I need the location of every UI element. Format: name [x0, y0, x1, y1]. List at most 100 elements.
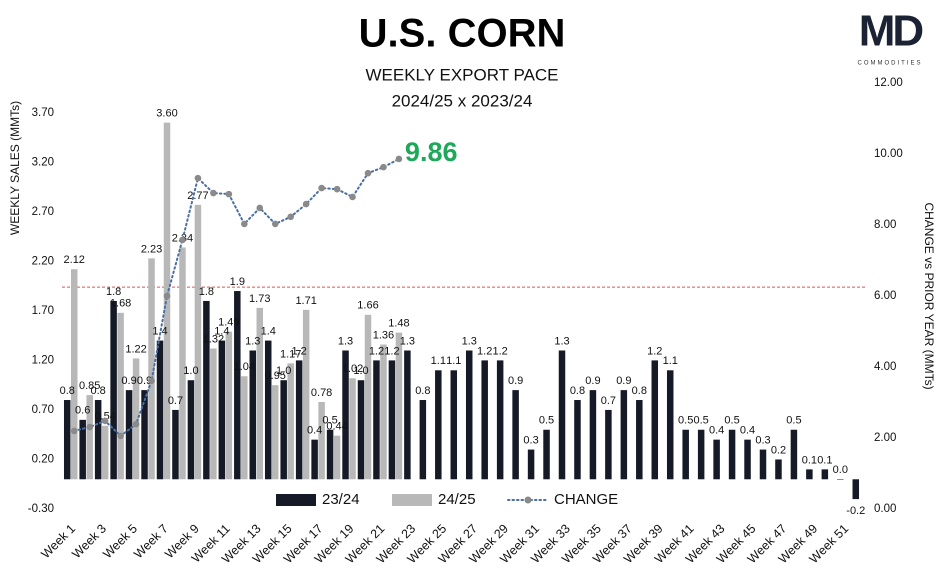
- data-label: 1.0: [183, 365, 198, 377]
- line-marker: [132, 420, 140, 428]
- data-label: 0.8: [91, 385, 106, 397]
- y-tick-label: -0.30: [28, 503, 54, 515]
- data-label: 0.5: [539, 415, 554, 427]
- data-label: 0.9: [137, 375, 152, 387]
- data-label: 0.4: [740, 425, 755, 437]
- data-label: 1.2: [369, 345, 384, 357]
- line: [73, 157, 400, 438]
- data-label: 1.4: [261, 325, 276, 337]
- data-label: 0.5: [724, 415, 739, 427]
- bar: [295, 360, 303, 480]
- line-marker: [271, 220, 279, 228]
- bar: [163, 122, 171, 480]
- data-label: 0.9: [121, 375, 136, 387]
- bar: [512, 390, 519, 480]
- line-marker: [333, 185, 341, 193]
- bar: [543, 429, 550, 480]
- data-label: 1.3: [554, 335, 569, 347]
- data-label: 1.2: [292, 345, 307, 357]
- data-label: 0.8: [415, 385, 430, 397]
- bar: [311, 439, 318, 480]
- data-label: 1.02: [342, 363, 363, 375]
- bar: [450, 370, 458, 480]
- data-label: 2.23: [141, 243, 162, 255]
- line-marker: [70, 427, 78, 435]
- data-label: 0.5: [694, 415, 709, 427]
- logo-subtitle: COMMODITIES: [858, 61, 923, 67]
- data-label: 0.3: [523, 434, 538, 446]
- legend-label: 24/25: [438, 491, 476, 508]
- data-label: 0.7: [168, 395, 183, 407]
- data-label: 0.4: [307, 425, 322, 437]
- line-marker: [117, 432, 124, 440]
- bar: [558, 350, 566, 480]
- legend-swatch: [524, 496, 532, 504]
- data-label: 0.9: [616, 375, 631, 387]
- bar: [141, 390, 148, 480]
- legend-swatch: [392, 494, 432, 506]
- legend-label: 23/24: [322, 491, 360, 508]
- data-label: 1.68: [110, 298, 131, 310]
- y-tick-label: 2.20: [32, 255, 54, 267]
- bar: [218, 340, 226, 480]
- data-label: 1.04: [234, 361, 255, 373]
- data-label: 0.95: [265, 370, 286, 382]
- data-label: 0.78: [311, 387, 332, 399]
- y-tick-label: 2.70: [32, 206, 54, 218]
- bar: [179, 247, 186, 480]
- data-label: 0.9: [508, 375, 523, 387]
- data-label: 0.5: [786, 415, 801, 427]
- bar: [759, 449, 767, 480]
- data-label: 0.4: [709, 425, 724, 437]
- bar: [697, 429, 705, 480]
- bar: [620, 390, 628, 480]
- bar: [234, 291, 241, 480]
- line-marker: [318, 184, 325, 192]
- data-label: 1.4: [152, 325, 167, 337]
- bar: [357, 380, 365, 480]
- bar: [132, 358, 140, 480]
- bar: [395, 332, 403, 480]
- bar: [241, 376, 248, 480]
- y2-tick-label: 8.00: [874, 219, 896, 231]
- bar: [775, 459, 782, 480]
- bar: [728, 429, 736, 480]
- line-marker: [163, 292, 171, 300]
- bar: [194, 204, 202, 480]
- data-label: 1.3: [400, 335, 415, 347]
- line-marker: [380, 163, 387, 171]
- bar: [364, 314, 372, 480]
- y-tick-label: 0.20: [32, 453, 54, 465]
- data-label: 0.1: [802, 454, 817, 466]
- bar: [605, 409, 612, 480]
- line-marker: [210, 189, 217, 197]
- bar: [264, 340, 272, 480]
- y-tick-label: 0.70: [32, 404, 54, 416]
- subtitle: WEEKLY EXPORT PACE: [365, 65, 558, 84]
- line-marker: [241, 220, 248, 228]
- bar: [187, 380, 195, 480]
- bar: [574, 400, 581, 480]
- bar: [249, 350, 257, 480]
- data-label: 0.8: [60, 385, 75, 397]
- bar: [63, 400, 71, 480]
- line-marker: [256, 204, 264, 212]
- data-label: 1.0: [276, 365, 291, 377]
- data-label: 0.8: [632, 385, 647, 397]
- bar: [256, 307, 264, 480]
- y2-axis-label: CHANGE vs PRIOR YEAR (MMTs): [922, 202, 936, 389]
- bar: [806, 469, 813, 480]
- bar: [333, 435, 341, 480]
- bar: [465, 350, 473, 480]
- line-marker: [86, 423, 93, 431]
- bar: [271, 385, 279, 480]
- chart-title: U.S. CORN: [359, 12, 566, 56]
- bar: [101, 425, 109, 480]
- y2-tick-label: 2.00: [874, 432, 896, 444]
- data-label: 1.2: [647, 345, 662, 357]
- line-marker: [225, 190, 233, 198]
- logo: MD: [859, 7, 923, 56]
- bar: [287, 363, 294, 480]
- data-label: 1.22: [125, 343, 146, 355]
